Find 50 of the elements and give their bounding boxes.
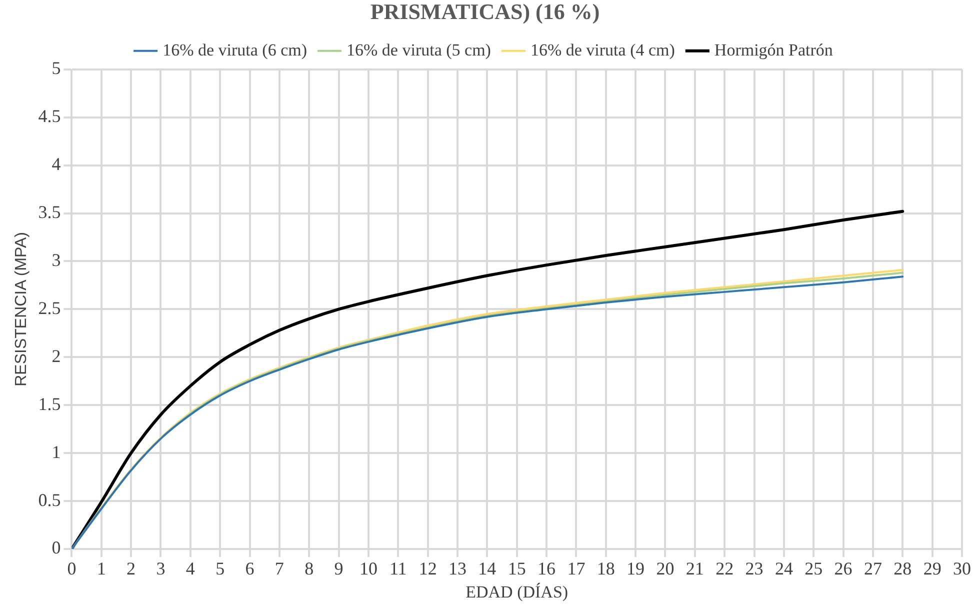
y-tick-label: 0 [52, 538, 61, 558]
x-tick-label: 20 [656, 558, 674, 579]
x-tick-label: 22 [716, 558, 734, 579]
x-tick-label: 21 [686, 558, 704, 579]
x-tick-label: 8 [304, 558, 314, 579]
x-tick-label: 24 [774, 558, 793, 579]
x-tick-label: 19 [626, 558, 645, 579]
y-tick-label: 3.5 [38, 202, 61, 222]
chart-title: PRISMATICAS) (16 %) [370, 0, 600, 24]
y-tick-label: 4.5 [38, 106, 61, 126]
legend-label: Hormigón Patrón [714, 40, 834, 60]
x-tick-label: 18 [596, 558, 615, 579]
y-tick-label: 5 [52, 58, 61, 78]
x-tick-label: 10 [359, 558, 378, 579]
x-tick-label: 30 [953, 558, 971, 579]
x-axis-title: EDAD (DÍAS) [466, 582, 568, 602]
x-tick-label: 2 [126, 558, 136, 579]
legend-label: 16% de viruta (6 cm) [162, 40, 308, 60]
x-tick-label: 12 [418, 558, 437, 579]
line-series [72, 210, 904, 549]
x-tick-label: 29 [923, 558, 942, 579]
x-tick-label: 5 [216, 558, 225, 579]
legend-label: 16% de viruta (5 cm) [346, 40, 491, 60]
x-tick-label: 28 [894, 558, 912, 579]
y-tick-label: 3 [52, 250, 61, 270]
y-axis-title: RESISTENCIA (MPA) [13, 232, 30, 386]
x-tick-label: 27 [864, 558, 882, 579]
x-tick-label: 3 [156, 558, 166, 579]
y-tick-label: 2 [52, 346, 61, 366]
x-tick-label: 15 [508, 558, 526, 579]
x-tick-label: 26 [834, 558, 852, 579]
x-tick-label: 7 [274, 558, 284, 579]
legend-label: 16% de viruta (4 cm) [530, 40, 675, 60]
x-tick-label: 1 [96, 558, 106, 579]
y-tick-label: 2.5 [38, 298, 61, 318]
x-tick-label: 14 [478, 558, 496, 579]
x-tick-label: 23 [745, 558, 764, 579]
y-tick-label: 0.5 [38, 490, 61, 510]
x-tick-label: 13 [448, 558, 466, 579]
x-tick-label: 17 [567, 558, 586, 579]
x-tick-label: 11 [389, 558, 407, 579]
y-tick-label: 4 [52, 154, 61, 174]
x-tick-label: 6 [245, 558, 254, 579]
x-tick-label: 25 [804, 558, 823, 579]
x-tick-label: 16 [538, 558, 556, 579]
x-tick-label: 4 [186, 558, 195, 579]
x-tick-label: 0 [67, 558, 76, 579]
x-tick-label: 9 [334, 558, 344, 579]
y-tick-label: 1.5 [38, 394, 61, 414]
y-tick-label: 1 [52, 442, 61, 462]
